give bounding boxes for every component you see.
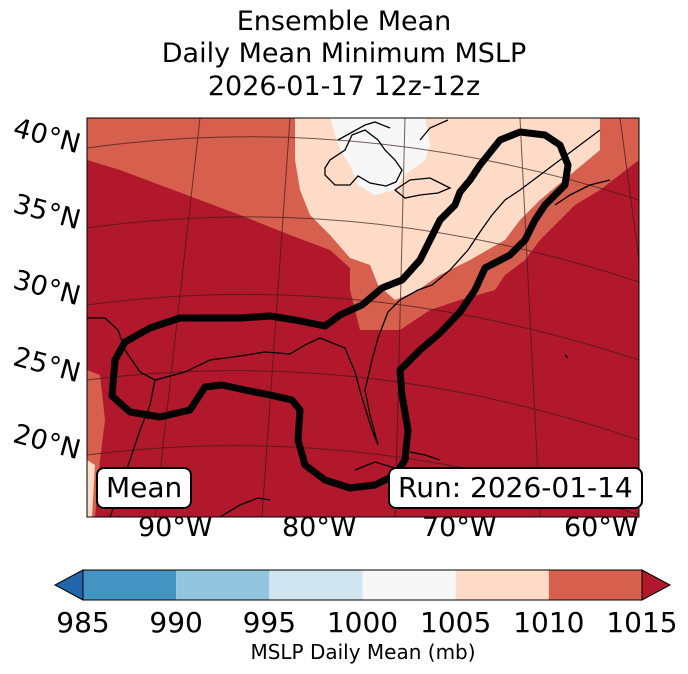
pressure-band-sw-light [87, 460, 95, 517]
lon-label-70w: 70°W [422, 512, 497, 543]
run-label-box: Run: 2026-01-14 [388, 467, 643, 509]
colorbar-segment [548, 570, 642, 600]
colorbar-segment [83, 570, 177, 600]
colorbar-segment [455, 570, 549, 600]
lon-label-90w: 90°W [138, 512, 213, 543]
colorbar-segment [362, 570, 456, 600]
colorbar-tick-label: 995 [242, 606, 297, 639]
chart-title-line2: Daily Mean Minimum MSLP [161, 38, 527, 69]
chart-title-line1: Ensemble Mean [236, 6, 452, 37]
colorbar-segment [176, 570, 270, 600]
ensemble-contour [108, 128, 572, 492]
lon-label-60w: 60°W [564, 512, 639, 543]
colorbar-tick-label: 990 [149, 606, 203, 639]
colorbar-tick-label: 1010 [513, 606, 585, 639]
colorbar-tick-label: 1000 [326, 606, 399, 639]
mean-label-box: Mean [96, 467, 193, 509]
map-frame [86, 117, 640, 518]
colorbar-tick-label: 985 [56, 606, 110, 639]
colorbar-tick-label: 1005 [420, 606, 492, 639]
colorbar [53, 569, 672, 601]
graticule [87, 118, 639, 517]
colorbar-frame [82, 569, 643, 601]
colorbar-extend-low [53, 569, 84, 601]
chart-title-line3: 2026-01-17 12z-12z [207, 71, 481, 102]
coastlines [87, 119, 611, 517]
colorbar-tick-label: 1015 [606, 606, 678, 639]
lon-label-80w: 80°W [282, 512, 357, 543]
colorbar-segment [269, 570, 363, 600]
colorbar-extend-high [641, 569, 672, 601]
colorbar-label: MSLP Daily Mean (mb) [250, 640, 476, 664]
